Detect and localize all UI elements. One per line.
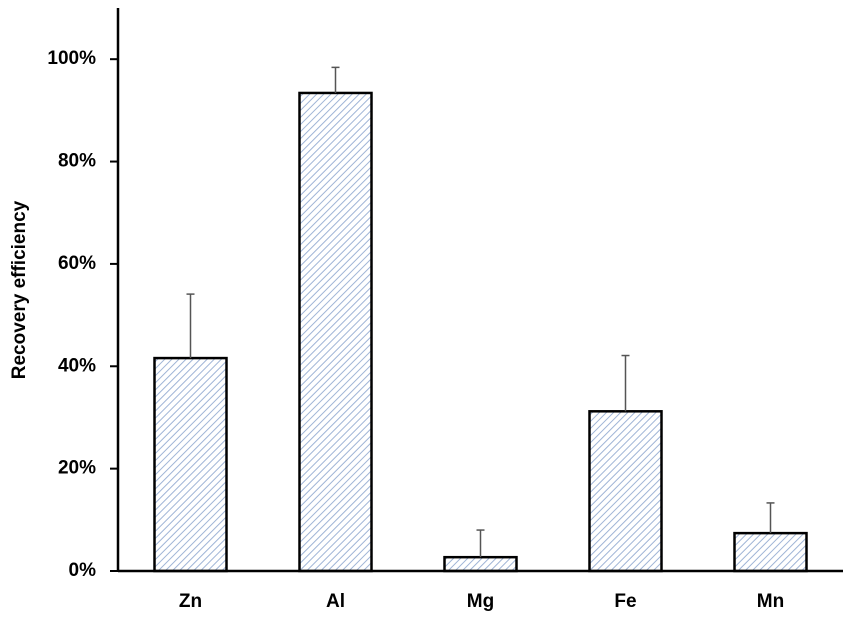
- y-tick-label: 20%: [58, 458, 96, 479]
- bar: [298, 91, 373, 573]
- error-bar: [621, 354, 630, 412]
- error-bar: [476, 529, 485, 558]
- y-tick-label: 0%: [69, 560, 97, 581]
- y-tick-label: 100%: [47, 48, 96, 69]
- bar: [443, 555, 518, 573]
- bar: [733, 531, 808, 573]
- x-tick-label: Zn: [179, 591, 202, 612]
- y-axis-label: Recovery efficiency: [9, 200, 30, 379]
- bar: [588, 410, 663, 573]
- error-bar: [766, 502, 775, 534]
- x-tick-label: Fe: [614, 591, 636, 612]
- bar: [153, 356, 228, 573]
- y-tick-label: 80%: [58, 151, 96, 172]
- y-tick-label: 40%: [58, 355, 96, 376]
- x-tick-label: Mg: [467, 591, 494, 612]
- error-bar: [186, 293, 195, 359]
- x-tick-label: Al: [326, 591, 345, 612]
- x-tick-label: Mn: [757, 591, 784, 612]
- y-tick-label: 60%: [58, 253, 96, 274]
- error-bar: [331, 66, 340, 93]
